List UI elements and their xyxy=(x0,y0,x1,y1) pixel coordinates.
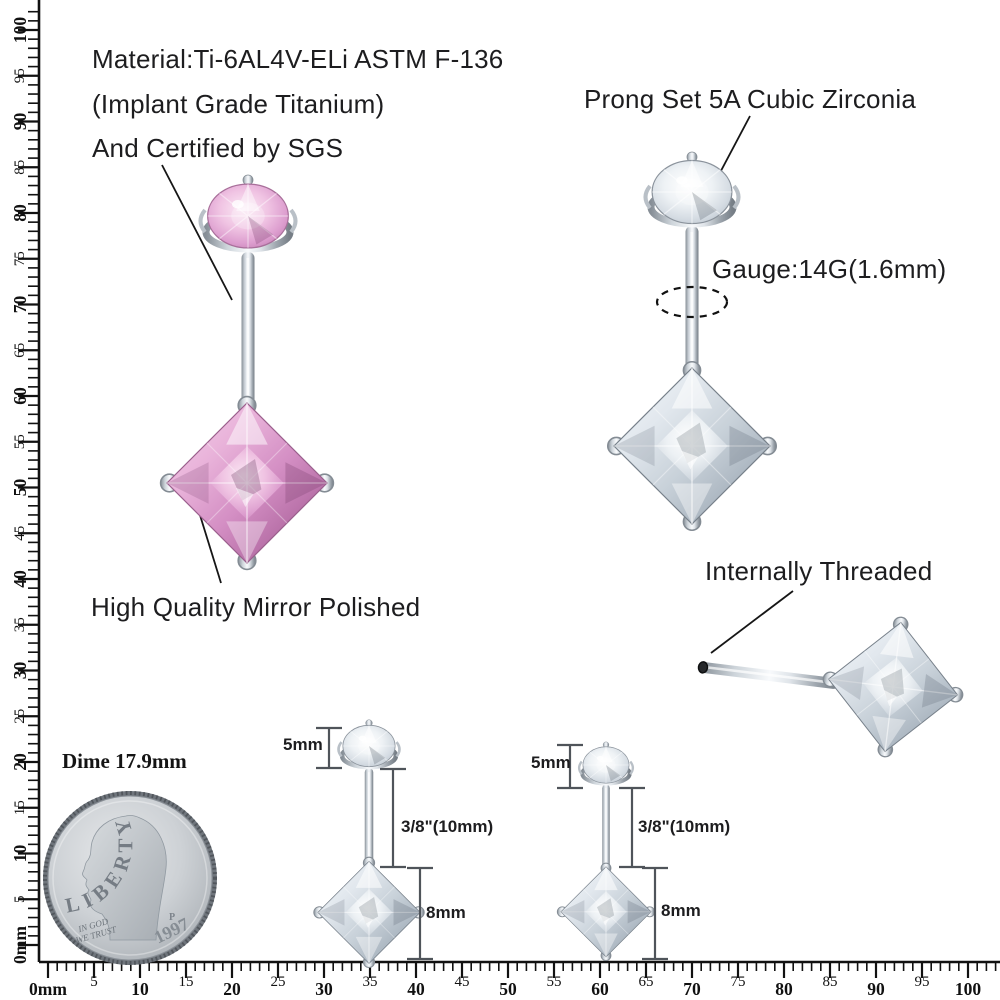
bottom-ruler-label: 40 xyxy=(407,979,425,999)
left-ruler-label: 5 xyxy=(12,896,28,904)
leader-line-internally-threaded xyxy=(710,590,794,654)
prong-set-label: Prong Set 5A Cubic Zirconia xyxy=(584,84,917,114)
material-line1: Material:Ti-6AL4V-ELi ASTM F-136 xyxy=(92,44,504,74)
threaded-pin-image xyxy=(697,608,972,766)
left-ruler-label: 100 xyxy=(10,17,30,44)
diagram2-bottom-gem-height: 8mm xyxy=(661,901,701,920)
left-ruler-label: 10 xyxy=(10,845,30,863)
left-ruler-label: 0mm xyxy=(10,926,30,964)
bottom-ruler-label: 80 xyxy=(775,979,793,999)
diagram1-bottom-gem-height: 8mm xyxy=(426,903,466,922)
size-diagram-2 xyxy=(557,742,668,961)
mirror-polished-label: High Quality Mirror Polished xyxy=(91,592,421,622)
diagram1-bar-length: 3/8"(10mm) xyxy=(401,817,494,836)
bottom-ruler-label: 35 xyxy=(363,974,378,990)
bottom-ruler-label: 25 xyxy=(271,974,286,990)
bottom-ruler-label: 70 xyxy=(683,979,701,999)
bottom-ruler-label: 30 xyxy=(315,979,333,999)
left-ruler-label: 15 xyxy=(12,800,28,815)
diagram2-bar-length: 3/8"(10mm) xyxy=(638,817,731,836)
left-ruler-label: 25 xyxy=(12,709,28,724)
material-line3: And Certified by SGS xyxy=(92,133,344,163)
left-ruler-label: 95 xyxy=(12,68,28,83)
dime-image: LIBERTY IN GOD WE TRUST 1997 P xyxy=(43,791,217,965)
bottom-ruler-label: 0mm xyxy=(29,979,67,999)
dime-size-label: Dime 17.9mm xyxy=(62,749,187,773)
bottom-ruler-label: 15 xyxy=(179,974,194,990)
clear-belly-ring-image xyxy=(608,152,776,530)
gauge-dashed-ellipse xyxy=(655,285,729,319)
left-ruler-label: 70 xyxy=(10,296,30,314)
dime-mint-mark: P xyxy=(169,912,175,923)
bottom-ruler-label: 85 xyxy=(823,974,838,990)
left-ruler-label: 60 xyxy=(10,387,30,405)
bottom-ruler-label: 95 xyxy=(915,974,930,990)
left-ruler-label: 40 xyxy=(10,570,30,588)
left-ruler-label: 35 xyxy=(12,617,28,632)
bottom-ruler-label: 65 xyxy=(639,974,654,990)
bottom-ruler-label: 5 xyxy=(90,974,98,990)
left-ruler-label: 65 xyxy=(12,343,28,358)
left-ruler-label: 85 xyxy=(12,160,28,175)
bottom-ruler-label: 20 xyxy=(223,979,241,999)
left-ruler-label: 90 xyxy=(10,113,30,131)
bottom-ruler-label: 90 xyxy=(867,979,885,999)
diagram1-top-gem-height: 5mm xyxy=(283,735,323,754)
left-ruler-label: 75 xyxy=(12,251,28,266)
material-line2: (Implant Grade Titanium) xyxy=(92,89,385,119)
left-ruler-label: 80 xyxy=(10,204,30,222)
gauge-label: Gauge:14G(1.6mm) xyxy=(712,254,947,284)
bottom-ruler-label: 45 xyxy=(455,974,470,990)
left-ruler-label: 50 xyxy=(10,479,30,497)
left-ruler-label: 55 xyxy=(12,434,28,449)
bottom-ruler-label: 100 xyxy=(955,979,982,999)
left-ruler-label: 30 xyxy=(10,662,30,680)
bottom-ruler-label: 10 xyxy=(131,979,149,999)
roosevelt-portrait xyxy=(82,815,167,941)
pink-belly-ring-image xyxy=(159,174,335,571)
internally-threaded-label: Internally Threaded xyxy=(705,556,933,586)
bottom-ruler-label: 55 xyxy=(547,974,562,990)
left-ruler-label: 20 xyxy=(10,753,30,771)
left-ruler-label: 45 xyxy=(12,526,28,541)
bottom-ruler-label: 75 xyxy=(731,974,746,990)
rulers: 1009590858075706560555045403530252015105… xyxy=(10,0,1000,999)
diagram2-top-gem-height: 5mm xyxy=(531,753,571,772)
bottom-ruler-label: 50 xyxy=(499,979,517,999)
dimension-brackets-1 xyxy=(316,726,433,961)
leader-line-material xyxy=(161,164,233,301)
dimension-brackets-2 xyxy=(557,743,668,961)
bottom-ruler-label: 60 xyxy=(591,979,609,999)
size-diagram-1 xyxy=(314,720,433,968)
